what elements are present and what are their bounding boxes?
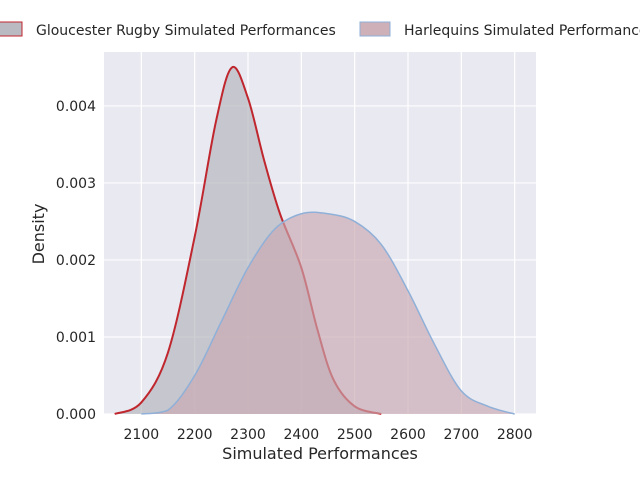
- x-tick-label: 2500: [337, 427, 373, 443]
- y-tick-label: 0.004: [56, 99, 96, 115]
- y-tick-labels: 0.000 0.001 0.002 0.003 0.004: [56, 99, 96, 423]
- x-tick-labels: 2100 2200 2300 2400 2500 2600 2700 2800: [124, 427, 533, 443]
- legend: Gloucester Rugby Simulated Performances H…: [0, 21, 640, 39]
- y-axis-label: Density: [29, 204, 48, 265]
- legend-label-1: Harlequins Simulated Performances: [404, 23, 640, 39]
- y-tick-label: 0.000: [56, 407, 96, 423]
- legend-swatch-0: [0, 21, 23, 37]
- x-tick-label: 2400: [284, 427, 320, 443]
- x-tick-label: 2700: [444, 427, 480, 443]
- x-tick-label: 2100: [124, 427, 160, 443]
- legend-label-0: Gloucester Rugby Simulated Performances: [36, 23, 336, 39]
- x-tick-label: 2800: [497, 427, 533, 443]
- y-tick-label: 0.002: [56, 253, 96, 269]
- y-tick-label: 0.001: [56, 330, 96, 346]
- density-area-1: [141, 212, 515, 414]
- series-layer: [114, 65, 515, 415]
- legend-swatch-1: [359, 21, 391, 37]
- density-line-1: [141, 211, 515, 415]
- x-tick-label: 2600: [390, 427, 426, 443]
- x-tick-label: 2300: [230, 427, 266, 443]
- y-tick-label: 0.003: [56, 176, 96, 192]
- x-axis-label: Simulated Performances: [222, 444, 418, 463]
- x-tick-label: 2200: [177, 427, 213, 443]
